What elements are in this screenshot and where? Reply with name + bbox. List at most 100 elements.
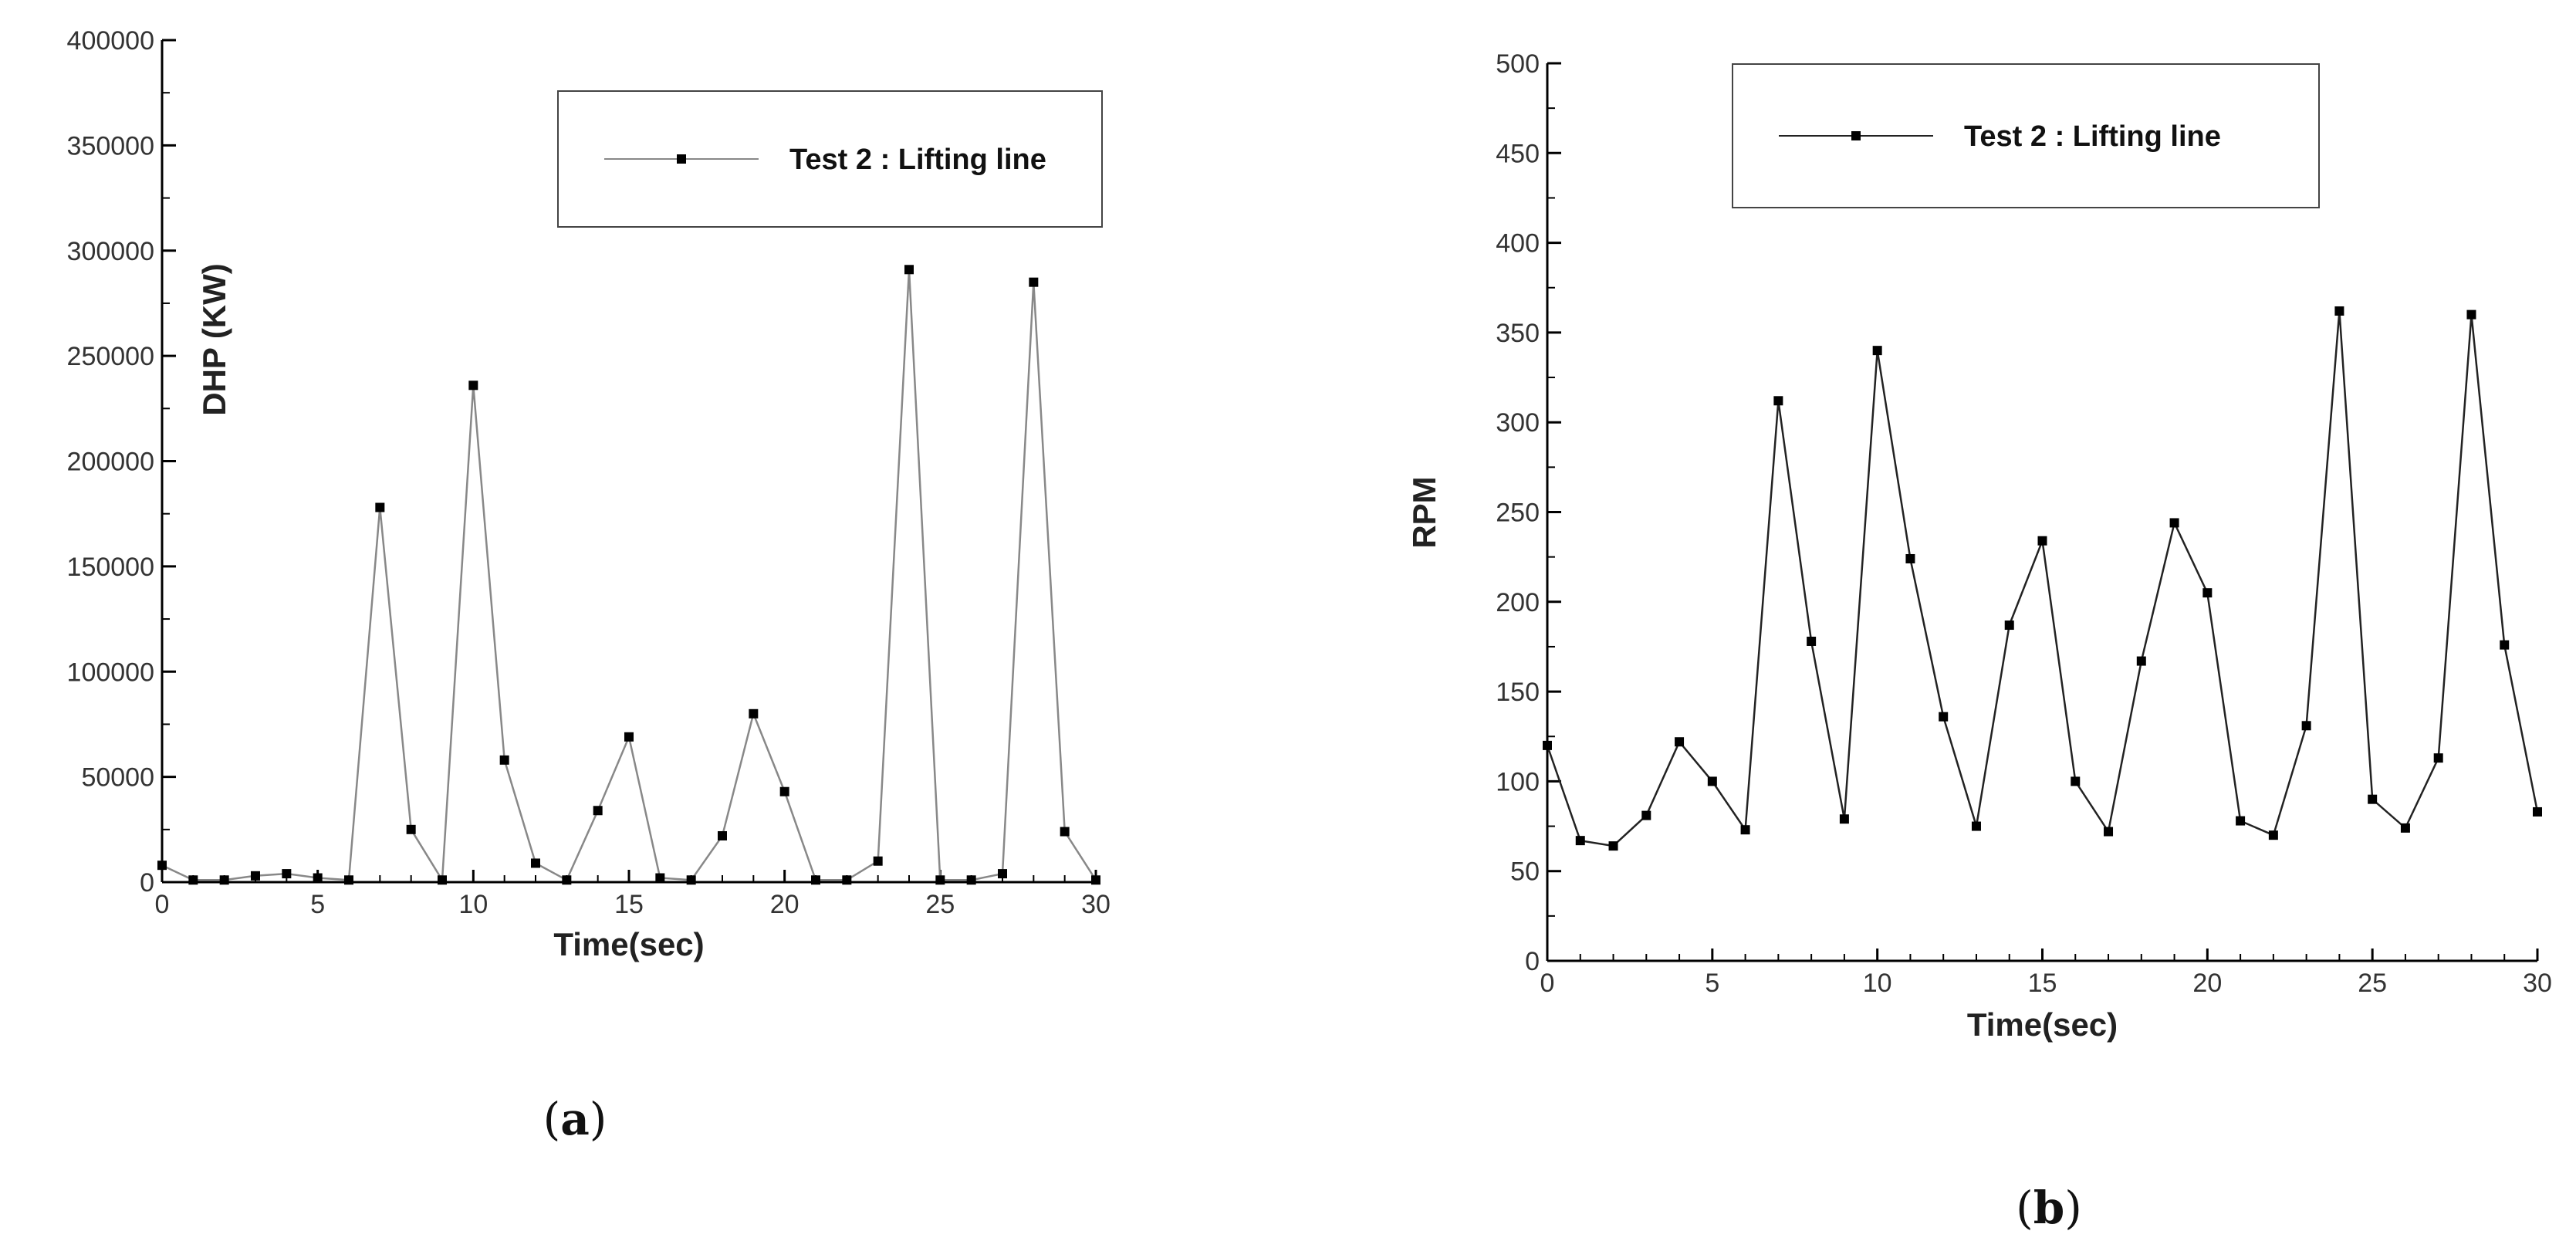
data-point-b — [2334, 306, 2344, 316]
y-tick-label-b: 200 — [1496, 588, 1540, 617]
data-point-a — [686, 875, 696, 885]
data-point-a — [188, 875, 198, 885]
data-point-b — [1773, 396, 1783, 406]
data-point-b — [2202, 588, 2213, 598]
data-point-a — [779, 786, 789, 796]
data-point-b — [1707, 776, 1717, 786]
data-point-a — [375, 502, 385, 512]
data-point-a — [873, 856, 883, 866]
y-tick-label-b: 350 — [1496, 319, 1540, 348]
y-tick-label-b: 250 — [1496, 499, 1540, 528]
y-tick-label-a: 300000 — [67, 237, 154, 266]
y-tick-label-b: 500 — [1496, 49, 1540, 79]
y-tick-label-a: 150000 — [67, 553, 154, 582]
series-line-a — [161, 269, 1097, 884]
ticks-a: 0 50000 100000 150000 200000 250000 300000 3500… — [67, 26, 1111, 919]
data-point-b — [2400, 823, 2410, 833]
markers-a — [157, 265, 1100, 885]
panel-label-close-a: ) — [590, 1093, 607, 1145]
x-tick-label-b: 15 — [2028, 969, 2057, 998]
data-point-b — [2037, 536, 2047, 546]
data-point-a — [499, 755, 509, 765]
x-tick-label-a: 20 — [770, 890, 800, 919]
series-line-path-b — [1546, 310, 2539, 847]
y-tick-label-a: 250000 — [67, 342, 154, 371]
x-axis-title-a: Time(sec) — [553, 926, 704, 962]
y-axis-title-b: RPM — [1406, 476, 1442, 548]
chart-panel-b: 0 50 100 150 200 250 300 350 400 450 500 0 5 10 15 20 25… — [1406, 49, 2552, 1234]
series-line-b — [1546, 310, 2539, 847]
y-tick-label-a: 200000 — [67, 448, 154, 477]
data-point-a — [251, 871, 260, 881]
y-tick-label-b: 450 — [1496, 139, 1540, 168]
panel-label-b: (b) — [2016, 1182, 2082, 1234]
x-tick-label-a: 5 — [310, 890, 325, 919]
data-point-b — [2004, 620, 2014, 631]
data-point-b — [2301, 721, 2311, 731]
panel-label-a: (a) — [543, 1093, 607, 1145]
legend-a: Test 2 : Lifting line — [557, 90, 1103, 228]
data-point-b — [1641, 810, 1651, 820]
y-axis-title-a: DHP (KW) — [196, 263, 232, 416]
data-point-a — [998, 869, 1007, 879]
data-point-b — [1740, 825, 1750, 835]
x-tick-label-a: 10 — [458, 890, 488, 919]
y-tick-label-a: 0 — [140, 868, 154, 898]
data-point-b — [1905, 553, 1915, 563]
data-point-b — [1839, 814, 1849, 824]
data-point-a — [593, 806, 603, 816]
data-point-b — [2104, 827, 2114, 837]
legend-b: Test 2 : Lifting line — [1732, 63, 2320, 208]
legend-label-a: Test 2 : Lifting line — [789, 144, 1046, 176]
x-tick-label-b: 25 — [2358, 969, 2387, 998]
data-point-b — [2236, 816, 2246, 826]
panel-label-open-a: ( — [543, 1093, 561, 1145]
data-point-b — [1939, 712, 1949, 722]
legend-marker-b — [1851, 131, 1861, 140]
data-point-a — [655, 873, 665, 883]
data-point-b — [1675, 737, 1685, 747]
panel-label-letter-b: b — [2033, 1182, 2065, 1234]
data-point-a — [468, 380, 478, 391]
panel-label-letter-a: a — [560, 1093, 590, 1145]
data-point-a — [904, 265, 914, 275]
data-point-a — [749, 708, 759, 719]
y-tick-label-b: 100 — [1496, 767, 1540, 796]
data-point-a — [282, 869, 292, 879]
markers-b — [1543, 306, 2542, 851]
data-point-b — [1575, 836, 1585, 846]
x-axis-title-b: Time(sec) — [1967, 1006, 2118, 1043]
data-point-b — [2169, 518, 2179, 528]
ticks-b: 0 50 100 150 200 250 300 350 400 450 500 0 5 10 15 20 25… — [1496, 49, 2552, 998]
panel-label-open-b: ( — [2016, 1182, 2033, 1234]
x-tick-label-b: 20 — [2192, 969, 2222, 998]
data-point-a — [344, 875, 353, 885]
series-line-path-a — [161, 269, 1097, 884]
data-point-a — [935, 875, 945, 885]
data-point-a — [1029, 277, 1039, 287]
data-point-b — [2268, 830, 2278, 840]
chart-panel-a: 0 50000 100000 150000 200000 250000 300000 3500… — [67, 26, 1111, 1145]
legend-marker-a — [677, 154, 686, 164]
data-point-a — [1060, 827, 1070, 837]
data-point-a — [842, 875, 852, 885]
data-point-a — [313, 873, 323, 883]
y-tick-label-a: 350000 — [67, 131, 154, 161]
y-tick-label-b: 400 — [1496, 229, 1540, 259]
x-tick-label-b: 30 — [2523, 969, 2552, 998]
x-tick-label-b: 5 — [1705, 969, 1719, 998]
legend-label-b: Test 2 : Lifting line — [1964, 120, 2221, 153]
y-tick-label-b: 150 — [1496, 678, 1540, 707]
data-point-b — [2533, 806, 2542, 817]
data-point-a — [718, 830, 727, 840]
data-point-b — [1543, 740, 1552, 750]
data-point-a — [438, 875, 447, 885]
data-point-a — [157, 861, 167, 871]
y-tick-label-b: 50 — [1510, 857, 1540, 887]
data-point-b — [2433, 753, 2443, 763]
y-tick-label-b: 0 — [1525, 947, 1540, 976]
y-tick-label-a: 400000 — [67, 26, 154, 56]
data-point-a — [531, 858, 540, 868]
data-point-b — [2136, 656, 2146, 666]
data-point-b — [1608, 841, 1618, 851]
